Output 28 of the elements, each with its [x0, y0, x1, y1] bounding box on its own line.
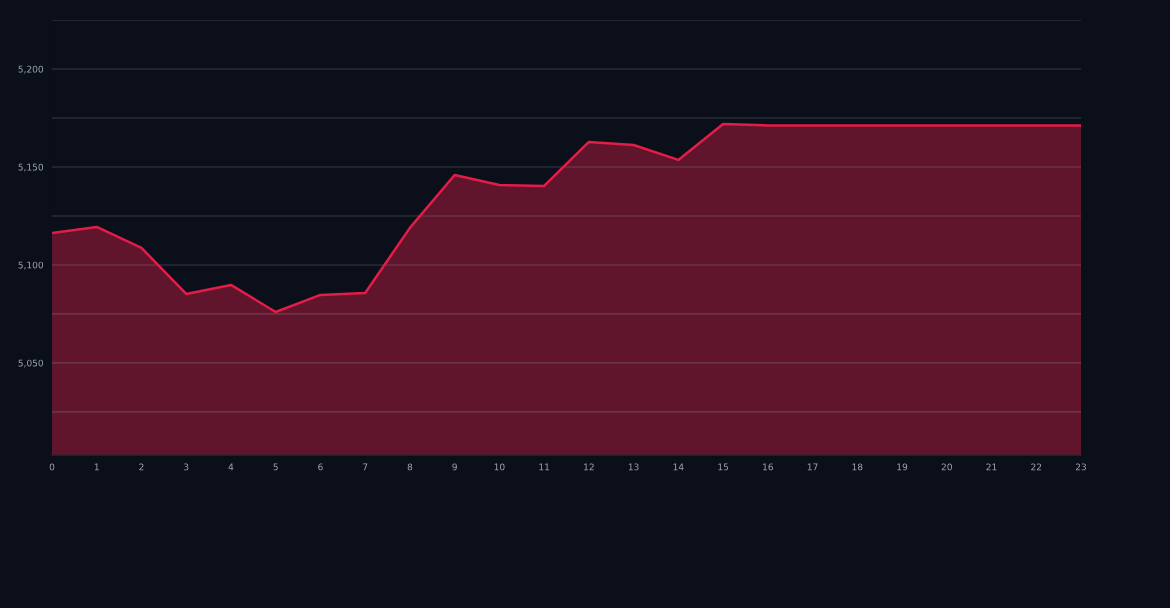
x-tick-label: 12 [584, 463, 594, 471]
x-tick-label: 11 [539, 463, 550, 471]
x-tick-label: 23 [1075, 463, 1087, 471]
x-tick-label: 17 [807, 463, 818, 471]
x-tick-label: 3 [184, 463, 189, 471]
x-tick-label: 2 [139, 463, 144, 471]
x-tick-label: 0 [49, 463, 55, 471]
x-tick-label: 1 [94, 463, 99, 471]
x-tick-label: 13 [628, 463, 639, 471]
x-tick-label: 9 [452, 463, 457, 471]
x-tick-label: 20 [941, 463, 952, 471]
y-tick-label: 5,200 [18, 65, 44, 74]
x-tick-label: 21 [986, 463, 997, 471]
x-tick-label: 7 [363, 463, 368, 471]
x-tick-label: 16 [763, 463, 773, 471]
x-tick-label: 18 [852, 463, 863, 471]
y-tick-label: 5,050 [18, 359, 44, 368]
x-tick-label: 6 [318, 463, 323, 471]
x-tick-label: 19 [897, 463, 908, 471]
x-tick-label: 10 [494, 463, 505, 471]
x-tick-label: 4 [228, 463, 234, 471]
y-tick-label: 5,100 [18, 261, 44, 270]
x-tick-label: 8 [407, 463, 413, 471]
x-tick-label: 5 [273, 463, 278, 471]
y-tick-label: 5,150 [18, 163, 44, 172]
x-tick-label: 14 [673, 463, 684, 471]
x-tick-label: 15 [718, 463, 729, 471]
x-tick-label: 22 [1031, 463, 1042, 471]
